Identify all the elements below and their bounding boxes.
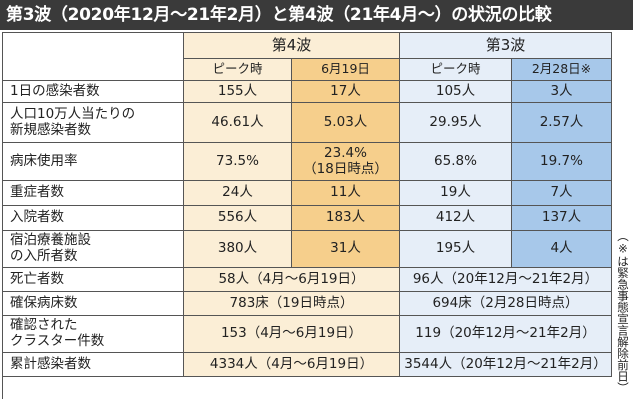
row-label-bedrate: 病床使用率	[3, 143, 184, 181]
row-label-hotel-line2: の入所者数	[10, 248, 78, 264]
cell-daily-w3-date: 3人	[512, 81, 612, 103]
cell-per100k-w3-date: 2.57人	[512, 103, 612, 143]
row-label-per100k-line2: 新規感染者数	[10, 121, 91, 138]
cell-hotel-w3-date: 4人	[512, 231, 612, 268]
cell-cumulative-w4: 4334人（4月〜6月19日）	[184, 353, 400, 377]
row-label-hotel: 宿泊療養施設 の入所者数	[3, 231, 184, 268]
cell-bedrate-w4-date-line2: （18日時点）	[303, 160, 388, 177]
comparison-table: 第4波 第3波 ピーク時 6月19日 ピーク時 2月28日※ 1日の感染者数 1…	[2, 32, 612, 399]
corner-cell	[3, 33, 184, 81]
cell-bedrate-w4-peak: 73.5%	[184, 143, 292, 181]
cell-clusters-w4: 153（4月〜6月19日）	[184, 316, 400, 353]
wave4-header: 第4波	[184, 33, 400, 59]
wave4-peak-header: ピーク時	[184, 59, 292, 81]
cell-bedrate-w4-date-line1: 23.4%	[324, 144, 367, 161]
row-label-per100k-line1: 人口10万人当たりの	[10, 105, 136, 122]
cell-deaths-w4: 58人（4月〜6月19日）	[184, 268, 400, 292]
cell-hosp-w4-date: 183人	[292, 206, 400, 231]
cell-clusters-w3: 119（20年12月〜21年2月）	[400, 316, 612, 353]
row-label-daily: 1日の感染者数	[3, 81, 184, 103]
cell-per100k-w4-date: 5.03人	[292, 103, 400, 143]
row-label-cumulative: 累計感染者数	[3, 353, 184, 377]
cell-severe-w4-peak: 24人	[184, 181, 292, 206]
wave3-date-header: 2月28日※	[512, 59, 612, 81]
wave3-header: 第3波	[400, 33, 612, 59]
cell-daily-w4-peak: 155人	[184, 81, 292, 103]
row-label-beds: 確保病床数	[3, 292, 184, 316]
cell-hotel-w4-peak: 380人	[184, 231, 292, 268]
wave4-date-header: 6月19日	[292, 59, 400, 81]
cell-severe-w3-peak: 19人	[400, 181, 512, 206]
cell-hosp-w3-peak: 412人	[400, 206, 512, 231]
wave3-peak-header: ピーク時	[400, 59, 512, 81]
row-label-severe: 重症者数	[3, 181, 184, 206]
cell-per100k-w3-peak: 29.95人	[400, 103, 512, 143]
cell-hotel-w3-peak: 195人	[400, 231, 512, 268]
cell-bedrate-w3-date: 19.7%	[512, 143, 612, 181]
cell-severe-w3-date: 7人	[512, 181, 612, 206]
cell-deaths-w3: 96人（20年12月〜21年2月）	[400, 268, 612, 292]
row-label-clusters-line2: クラスター件数	[10, 333, 105, 349]
cell-beds-w4: 783床（19日時点）	[184, 292, 400, 316]
row-label-deaths: 死亡者数	[3, 268, 184, 292]
cell-severe-w4-date: 11人	[292, 181, 400, 206]
cell-cumulative-w3: 3544人（20年12月〜21年2月）	[400, 353, 612, 377]
cell-daily-w4-date: 17人	[292, 81, 400, 103]
cell-daily-w3-peak: 105人	[400, 81, 512, 103]
cell-per100k-w4-peak: 46.61人	[184, 103, 292, 143]
row-label-per100k: 人口10万人当たりの 新規感染者数	[3, 103, 184, 143]
row-label-hotel-line1: 宿泊療養施設	[10, 232, 91, 249]
row-label-clusters: 確認された クラスター件数	[3, 316, 184, 353]
footnote-vertical: （※は緊急事態宣言解除前日）	[616, 230, 630, 394]
cell-hotel-w4-date: 31人	[292, 231, 400, 268]
row-label-clusters-line1: 確認された	[10, 317, 78, 334]
page-title: 第3波（2020年12月〜21年2月）と第4波（21年4月〜）の状況の比較	[0, 0, 633, 30]
cell-beds-w3: 694床（2月28日時点）	[400, 292, 612, 316]
cell-bedrate-w4-date: 23.4% （18日時点）	[292, 143, 400, 181]
cell-hosp-w4-peak: 556人	[184, 206, 292, 231]
cell-bedrate-w3-peak: 65.8%	[400, 143, 512, 181]
cell-hosp-w3-date: 137人	[512, 206, 612, 231]
row-label-hosp: 入院者数	[3, 206, 184, 231]
